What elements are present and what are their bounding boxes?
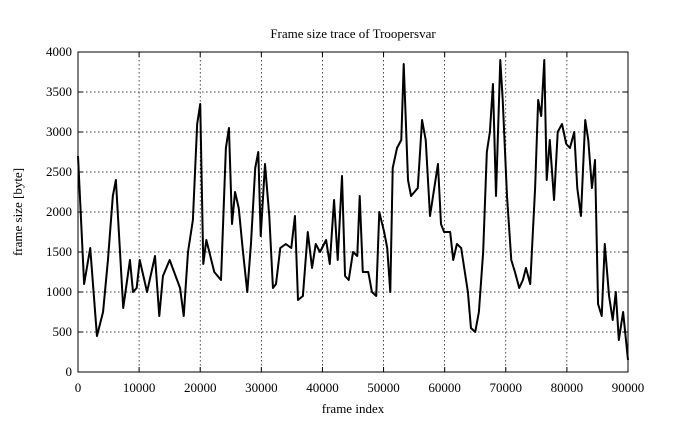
x-tick-label: 90000 (612, 380, 645, 395)
x-tick-label: 10000 (123, 380, 156, 395)
x-tick-label: 50000 (367, 380, 400, 395)
x-tick-label: 40000 (306, 380, 339, 395)
y-axis-label: frame size [byte] (10, 168, 25, 256)
chart-title: Frame size trace of Troopersvar (270, 26, 436, 41)
y-tick-label: 2000 (46, 204, 72, 219)
y-tick-label: 3000 (46, 124, 72, 139)
x-tick-label: 0 (75, 380, 82, 395)
plot-frame (77, 51, 629, 373)
y-tick-label: 1500 (46, 244, 72, 259)
y-tick-label: 500 (53, 324, 73, 339)
y-tick-label: 3500 (46, 84, 72, 99)
data-line (77, 59, 629, 361)
y-tick-label: 4000 (46, 44, 72, 59)
x-tick-label: 30000 (245, 380, 278, 395)
x-tick-label: 60000 (428, 380, 461, 395)
y-tick-label: 2500 (46, 164, 72, 179)
x-tick-label: 80000 (551, 380, 584, 395)
x-axis-label: frame index (322, 401, 385, 416)
x-tick-label: 70000 (490, 380, 523, 395)
y-tick-label: 1000 (46, 284, 72, 299)
x-tick-label: 20000 (184, 380, 217, 395)
y-tick-label: 0 (66, 364, 73, 379)
